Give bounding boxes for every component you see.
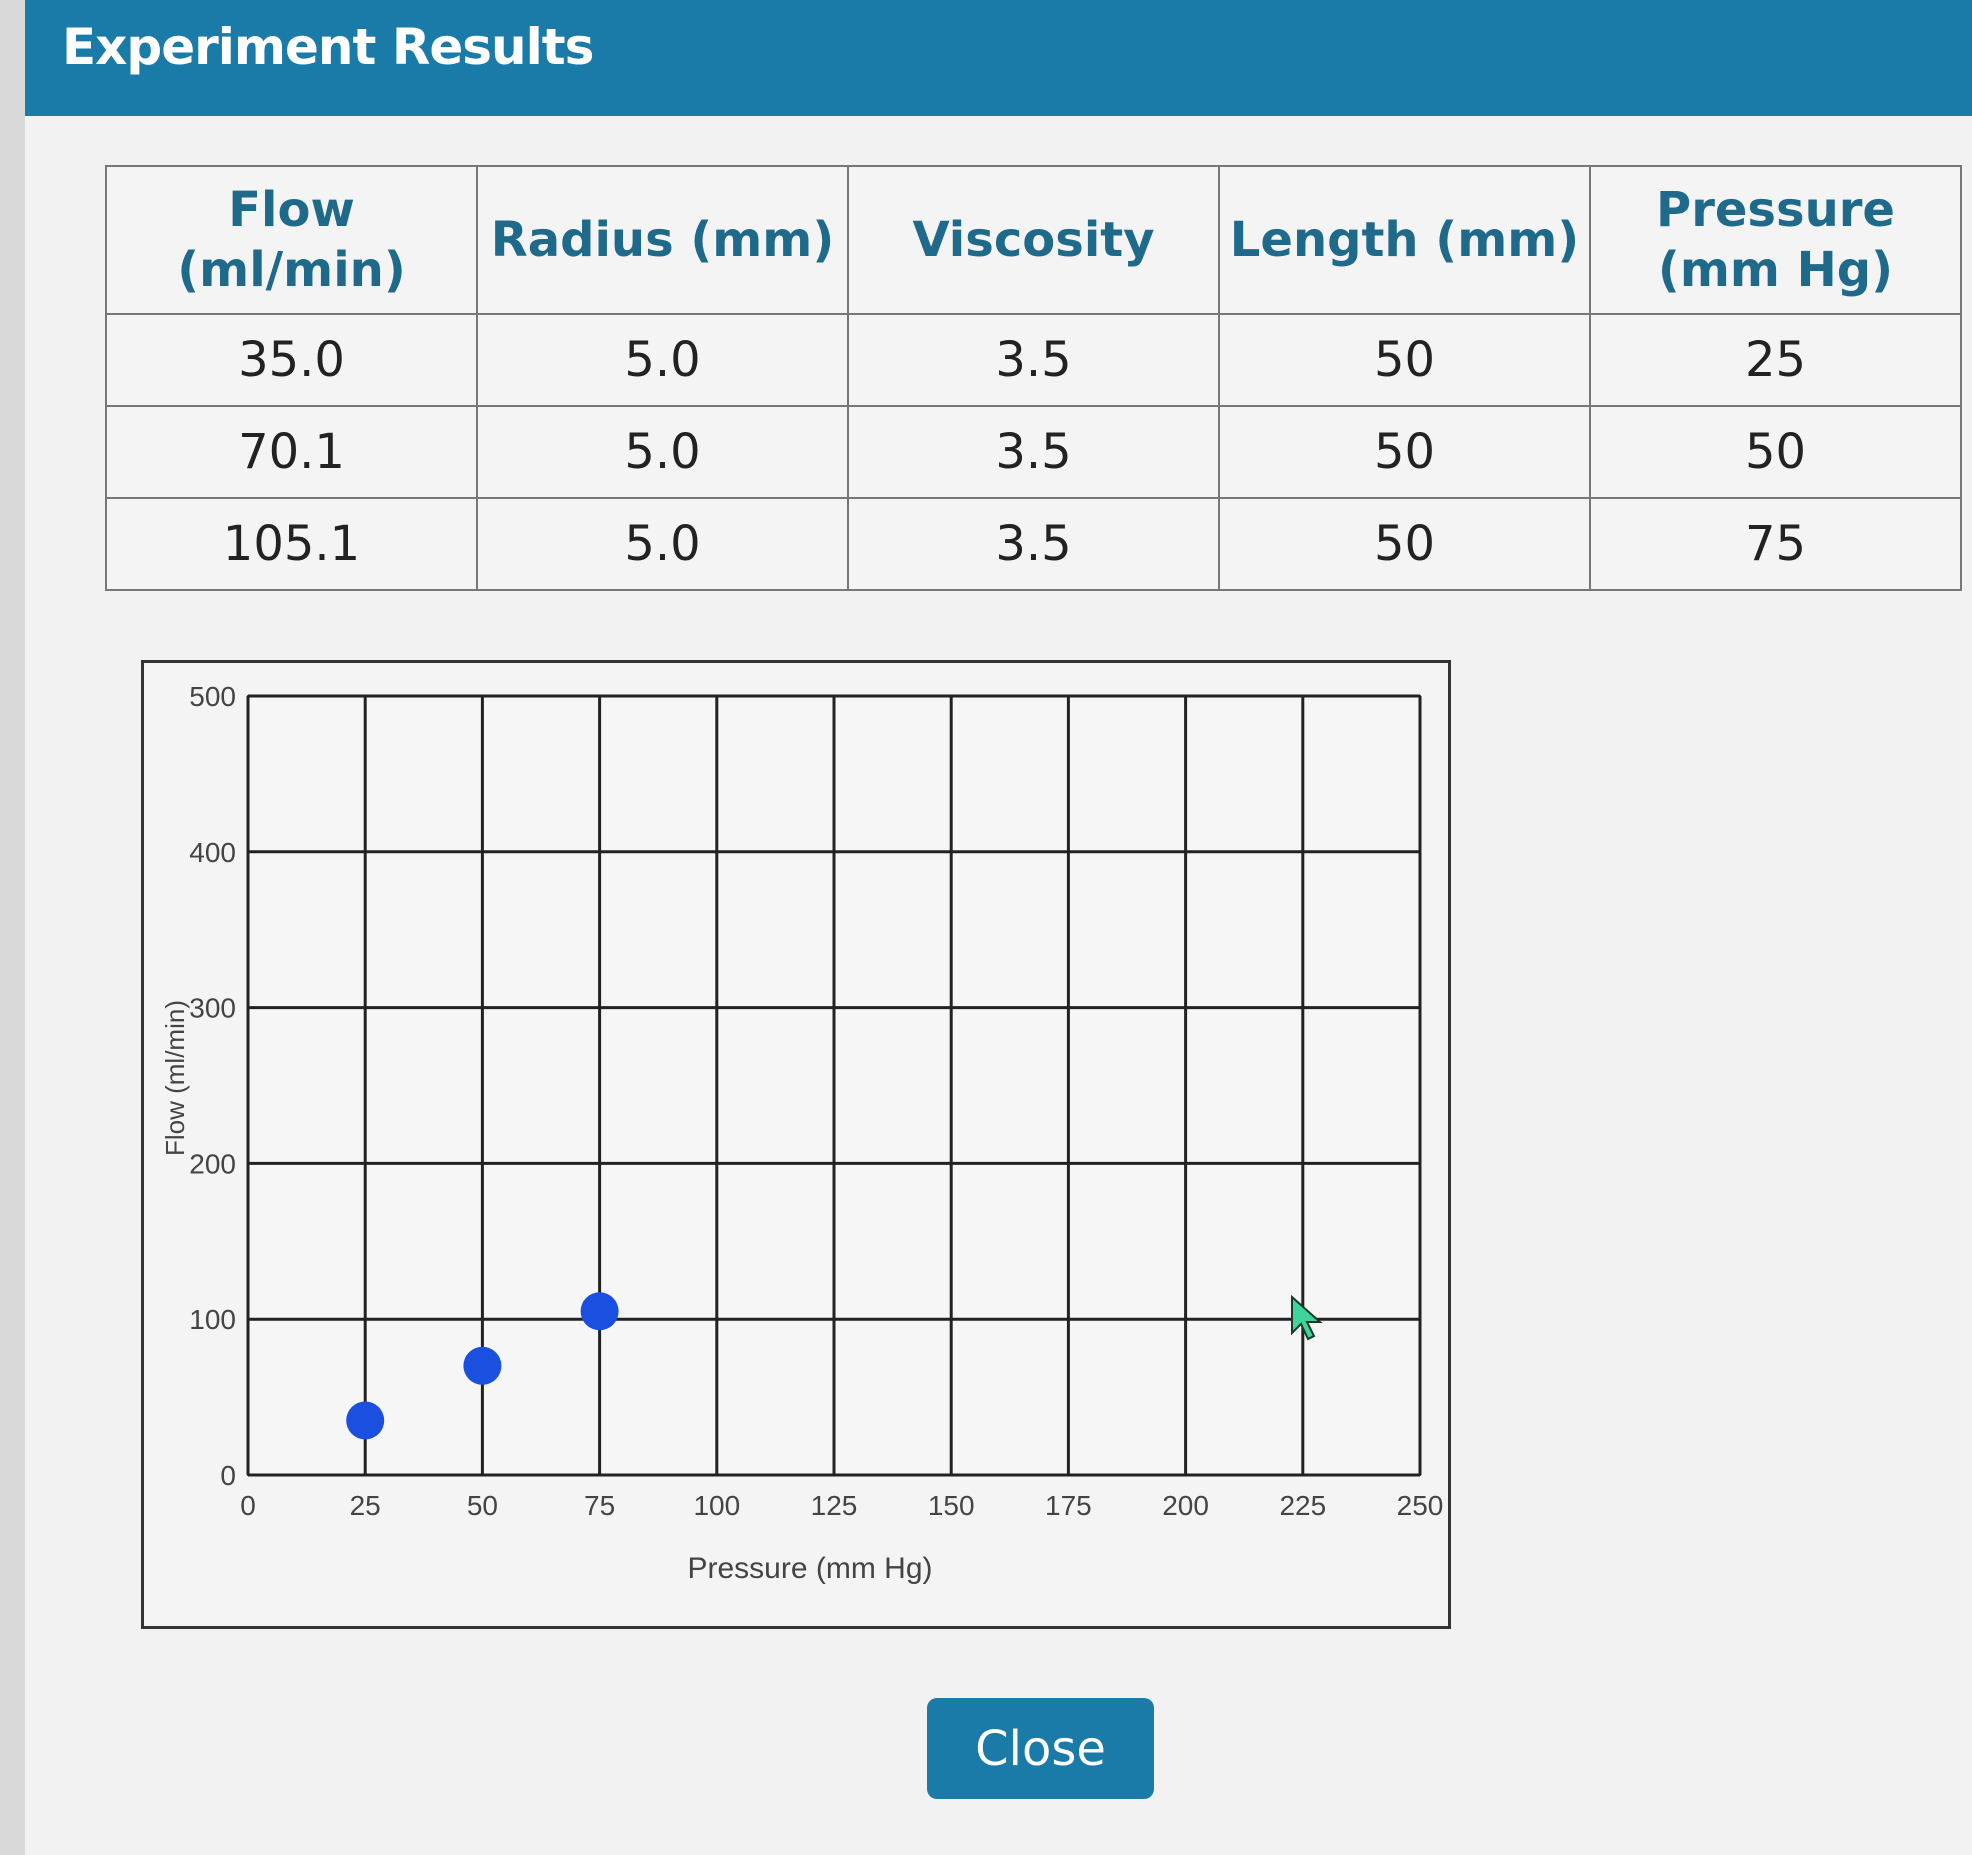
x-axis-label: Pressure (mm Hg) [687, 1552, 932, 1585]
table-row: 35.0 5.0 3.5 50 25 [105, 313, 1962, 407]
column-header-length: Length (mm) [1218, 165, 1591, 315]
cell-pressure: 25 [1589, 313, 1962, 407]
table-row: 105.1 5.0 3.5 50 75 [105, 497, 1962, 591]
dialog-header: Experiment Results [25, 0, 1972, 116]
cell-radius: 5.0 [476, 497, 849, 591]
column-header-flow: Flow (ml/min) [105, 165, 478, 315]
y-axis-label: Flow (ml/min) [160, 1000, 190, 1156]
cell-radius: 5.0 [476, 313, 849, 407]
cell-pressure: 75 [1589, 497, 1962, 591]
data-point [346, 1401, 385, 1440]
column-header-viscosity: Viscosity [847, 165, 1220, 315]
cell-viscosity: 3.5 [847, 313, 1220, 407]
y-tick-label: 400 [189, 837, 236, 868]
x-tick-label: 100 [693, 1490, 740, 1521]
cell-flow: 35.0 [105, 313, 478, 407]
cell-length: 50 [1218, 405, 1591, 499]
cell-radius: 5.0 [476, 405, 849, 499]
x-tick-label: 50 [467, 1490, 498, 1521]
x-tick-label: 25 [350, 1490, 381, 1521]
x-tick-label: 250 [1397, 1490, 1444, 1521]
cell-flow: 105.1 [105, 497, 478, 591]
table-header-row: Flow (ml/min) Radius (mm) Viscosity Leng… [105, 165, 1962, 315]
table-row: 70.1 5.0 3.5 50 50 [105, 405, 1962, 499]
close-button[interactable]: Close [927, 1698, 1154, 1799]
x-tick-label: 200 [1162, 1490, 1209, 1521]
cell-length: 50 [1218, 497, 1591, 591]
y-tick-label: 300 [189, 993, 236, 1024]
cell-pressure: 50 [1589, 405, 1962, 499]
cell-viscosity: 3.5 [847, 497, 1220, 591]
x-tick-label: 125 [811, 1490, 858, 1521]
results-table: Flow (ml/min) Radius (mm) Viscosity Leng… [105, 165, 1962, 591]
data-point [463, 1346, 502, 1385]
y-tick-label: 100 [189, 1304, 236, 1335]
x-tick-label: 175 [1045, 1490, 1092, 1521]
y-tick-label: 500 [189, 681, 236, 712]
flow-pressure-chart: 0 25 50 75 100 125 150 175 200 225 250 0 100 200 300 40… [141, 660, 1451, 1629]
y-tick-label: 200 [189, 1148, 236, 1179]
cell-length: 50 [1218, 313, 1591, 407]
cell-flow: 70.1 [105, 405, 478, 499]
data-point [580, 1292, 619, 1331]
experiment-results-dialog: Experiment Results Flow (ml/min) Radius … [25, 0, 1972, 1855]
dialog-title: Experiment Results [62, 18, 594, 76]
chart-svg: 0 25 50 75 100 125 150 175 200 225 250 0 100 200 300 40… [160, 681, 1444, 1585]
column-header-radius: Radius (mm) [476, 165, 849, 315]
x-tick-label: 225 [1279, 1490, 1326, 1521]
y-tick-label: 0 [220, 1460, 236, 1491]
x-tick-label: 75 [584, 1490, 615, 1521]
x-tick-label: 150 [928, 1490, 975, 1521]
cell-viscosity: 3.5 [847, 405, 1220, 499]
mouse-cursor-icon [1291, 1295, 1323, 1341]
x-tick-label: 0 [240, 1490, 256, 1521]
column-header-pressure: Pressure (mm Hg) [1589, 165, 1962, 315]
